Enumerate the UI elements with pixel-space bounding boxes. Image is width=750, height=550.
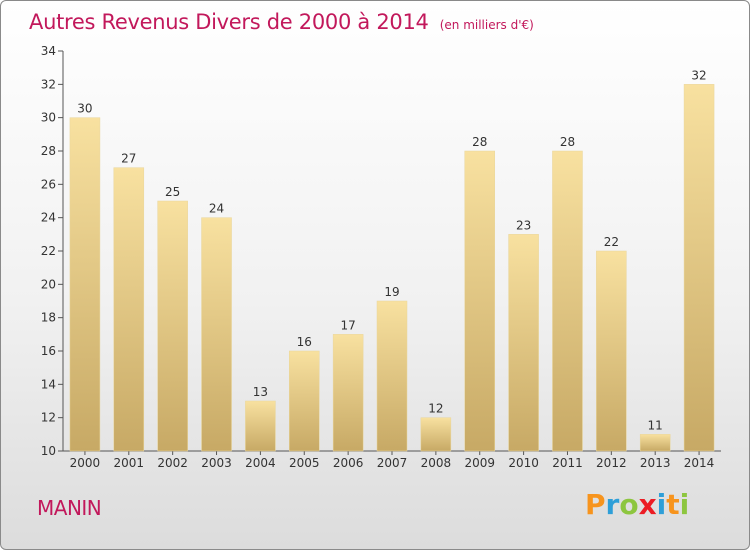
data-label: 32 <box>691 68 706 82</box>
data-label: 28 <box>472 135 487 149</box>
x-tick-label: 2008 <box>421 456 452 470</box>
y-tick-label: 24 <box>41 211 56 225</box>
y-tick-label: 26 <box>41 177 56 191</box>
bar-2002 <box>157 200 188 452</box>
y-tick-label: 10 <box>41 444 56 458</box>
y-tick-label: 34 <box>41 44 56 58</box>
logo-letter: x <box>638 488 657 521</box>
data-label: 12 <box>428 402 443 416</box>
bar-2014 <box>683 84 715 452</box>
data-label: 28 <box>560 135 575 149</box>
labels-layer: 2000 30 2001 27 2002 25 2003 24 2004 13 2005 16 2006… <box>70 68 715 470</box>
x-tick-label: 2014 <box>684 456 715 470</box>
logo-letter: r <box>605 488 620 521</box>
logo-letter: i <box>656 488 667 521</box>
data-label: 19 <box>384 285 399 299</box>
x-tick-label: 2012 <box>596 456 627 470</box>
proxiti-logo[interactable]: Proxiti <box>585 488 689 521</box>
x-tick-label: 2013 <box>640 456 671 470</box>
chart-title-block: Autres Revenus Divers de 2000 à 2014 (en… <box>29 10 534 34</box>
data-label: 24 <box>209 202 224 216</box>
bar-2005 <box>289 350 320 452</box>
bars-layer <box>69 84 715 452</box>
bar-2006 <box>332 334 364 452</box>
logo-letter: t <box>666 488 680 521</box>
bar-2012 <box>596 250 627 452</box>
logo-letter: i <box>679 488 690 521</box>
bar-2008 <box>420 417 452 452</box>
y-tick-label: 28 <box>41 144 56 158</box>
x-tick-label: 2009 <box>464 456 495 470</box>
axes-layer: 10 12 14 16 18 20 22 24 26 28 30 32 34 <box>41 44 721 458</box>
x-tick-label: 2010 <box>508 456 539 470</box>
y-tick-label: 30 <box>41 111 56 125</box>
x-tick-label: 2005 <box>289 456 320 470</box>
commune-name: MANIN <box>37 496 102 520</box>
data-label: 17 <box>340 318 355 332</box>
data-label: 16 <box>297 335 312 349</box>
x-tick-label: 2001 <box>114 456 145 470</box>
bar-2009 <box>464 150 495 452</box>
logo-letter: P <box>585 488 606 521</box>
bar-2013 <box>639 434 671 452</box>
logo-letter: o <box>619 488 639 521</box>
data-label: 23 <box>516 218 531 232</box>
x-tick-label: 2004 <box>245 456 276 470</box>
bar-2003 <box>201 217 232 452</box>
chart-unit-label: (en milliers d'€) <box>439 18 534 32</box>
bar-2007 <box>376 300 408 452</box>
y-tick-label: 14 <box>41 377 56 391</box>
data-label: 11 <box>648 418 663 432</box>
y-tick-label: 18 <box>41 311 56 325</box>
y-tick-label: 32 <box>41 77 56 91</box>
bar-2001 <box>113 167 145 452</box>
data-label: 27 <box>121 152 136 166</box>
x-tick-label: 2002 <box>157 456 188 470</box>
y-tick-label: 12 <box>41 411 56 425</box>
x-tick-label: 2000 <box>70 456 101 470</box>
chart-title: Autres Revenus Divers de 2000 à 2014 <box>29 10 429 34</box>
data-label: 22 <box>604 235 619 249</box>
data-label: 25 <box>165 185 180 199</box>
y-tick-label: 16 <box>41 344 56 358</box>
x-tick-label: 2006 <box>333 456 364 470</box>
x-tick-label: 2003 <box>201 456 232 470</box>
y-tick-label: 20 <box>41 277 56 291</box>
bar-2004 <box>245 400 276 452</box>
data-label: 13 <box>253 385 268 399</box>
y-tick-label: 22 <box>41 244 56 258</box>
x-tick-label: 2011 <box>552 456 583 470</box>
bar-2011 <box>552 150 583 452</box>
x-tick-label: 2007 <box>377 456 408 470</box>
data-label: 30 <box>77 102 92 116</box>
bar-2010 <box>508 234 539 452</box>
bar-2000 <box>69 117 101 452</box>
